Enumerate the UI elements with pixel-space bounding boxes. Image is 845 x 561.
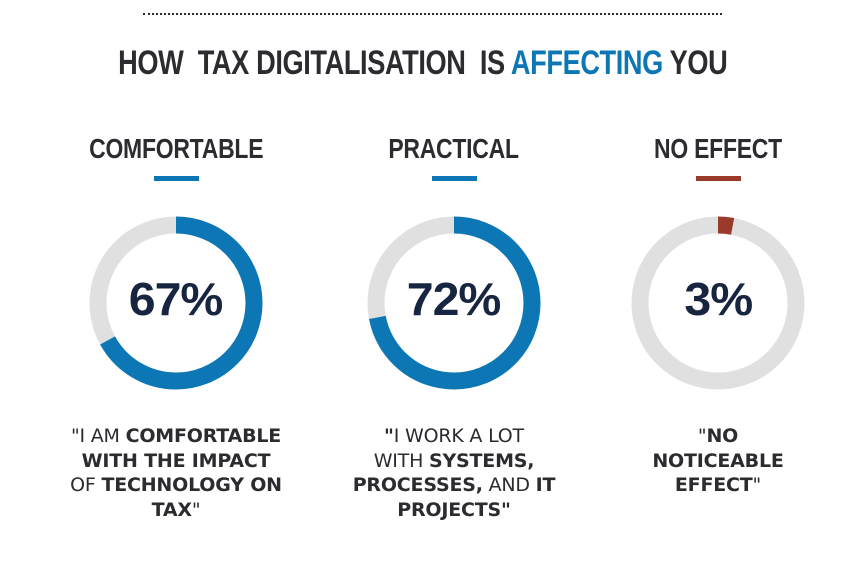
quote-emphasis: " (384, 425, 394, 447)
quote-emphasis: COMFORTABLE (125, 425, 282, 447)
quote-line: TAX" (36, 498, 316, 523)
quote-emphasis: IT (535, 474, 556, 496)
quote-emphasis: EFFECT (674, 474, 753, 496)
quote-line: EFFECT" (578, 473, 845, 498)
heading-underline (154, 176, 199, 181)
quote-line: WITH SYSTEMS, (314, 449, 594, 474)
donut-gauge (366, 215, 542, 391)
gauge-quote: "I AM COMFORTABLE WITH THE IMPACT OF TECHN… (36, 424, 316, 522)
quote-text: " (191, 498, 201, 521)
gauge-quote: "NO NOTICEABLE EFFECT" (578, 424, 845, 498)
title-text-part: YOU (662, 44, 728, 82)
gauge-panel-no-effect: NO EFFECT 3% "NO NOTICEABLE EFFECT" (578, 0, 845, 561)
quote-line: WITH THE IMPACT (36, 449, 316, 474)
quote-emphasis: WITH THE IMPACT (81, 449, 271, 472)
quote-emphasis: PROCESSES, (352, 474, 483, 496)
quote-emphasis: TAX (151, 498, 192, 521)
quote-line: "I AM COMFORTABLE (36, 424, 316, 449)
gauge-heading: PRACTICAL (314, 133, 594, 165)
donut-value-arc (631, 216, 805, 390)
dotted-divider (143, 13, 722, 15)
quote-line: PROJECTS" (314, 498, 594, 523)
title-text-part: HOW TAX DIGITALISATION IS (117, 44, 511, 82)
quote-text: " (697, 425, 707, 447)
gauge-percentage: 67% (36, 272, 316, 326)
quote-text: OF (70, 474, 102, 496)
gauge-quote: "I WORK A LOT WITH SYSTEMS, PROCESSES, AND… (314, 424, 594, 522)
donut-gauge (88, 215, 264, 391)
quote-line: "NO (578, 424, 845, 449)
quote-line: NOTICEABLE (578, 449, 845, 474)
quote-line: "I WORK A LOT (314, 424, 594, 449)
gauge-heading-text: NO EFFECT (654, 133, 782, 164)
heading-underline (696, 176, 741, 181)
gauge-percentage-label: 67% (129, 273, 224, 325)
quote-line: PROCESSES, AND IT (314, 473, 594, 498)
quote-text: WITH (373, 449, 430, 472)
page-title-text: HOW TAX DIGITALISATION IS AFFECTING YOU (117, 44, 728, 83)
quote-text: "I AM (70, 425, 126, 447)
gauge-heading: NO EFFECT (578, 133, 845, 165)
donut-value-arc (89, 216, 263, 390)
donut-svg (367, 216, 541, 390)
gauge-percentage: 72% (314, 272, 594, 326)
quote-line: OF TECHNOLOGY ON (36, 473, 316, 498)
donut-value-arc (367, 216, 541, 390)
gauge-heading-text: COMFORTABLE (88, 133, 264, 164)
gauge-percentage: 3% (578, 272, 845, 326)
donut-svg (631, 216, 805, 390)
quote-emphasis: NO (706, 425, 739, 447)
title-accent-word: AFFECTING (510, 44, 663, 82)
gauge-percentage-label: 3% (684, 273, 753, 325)
quote-emphasis: TECHNOLOGY ON (101, 474, 282, 496)
gauge-percentage-label: 72% (407, 273, 502, 325)
quote-emphasis: NOTICEABLE (652, 449, 784, 472)
quote-text: AND (482, 474, 536, 496)
heading-underline (432, 176, 477, 181)
page-title: HOW TAX DIGITALISATION IS AFFECTING YOU (0, 44, 845, 83)
gauge-panel-practical: PRACTICAL 72% "I WORK A LOT WITH SYSTEMS, PR… (314, 0, 594, 561)
quote-text: " (752, 474, 762, 496)
gauge-heading: COMFORTABLE (36, 133, 316, 165)
gauge-panel-comfortable: COMFORTABLE 67% "I AM COMFORTABLE WITH THE … (36, 0, 316, 561)
quote-text: I WORK A LOT (393, 425, 524, 447)
quote-emphasis: SYSTEMS, (429, 449, 535, 472)
quote-emphasis: PROJECTS" (397, 498, 511, 521)
gauge-heading-text: PRACTICAL (388, 133, 520, 164)
donut-svg (89, 216, 263, 390)
donut-gauge (630, 215, 806, 391)
